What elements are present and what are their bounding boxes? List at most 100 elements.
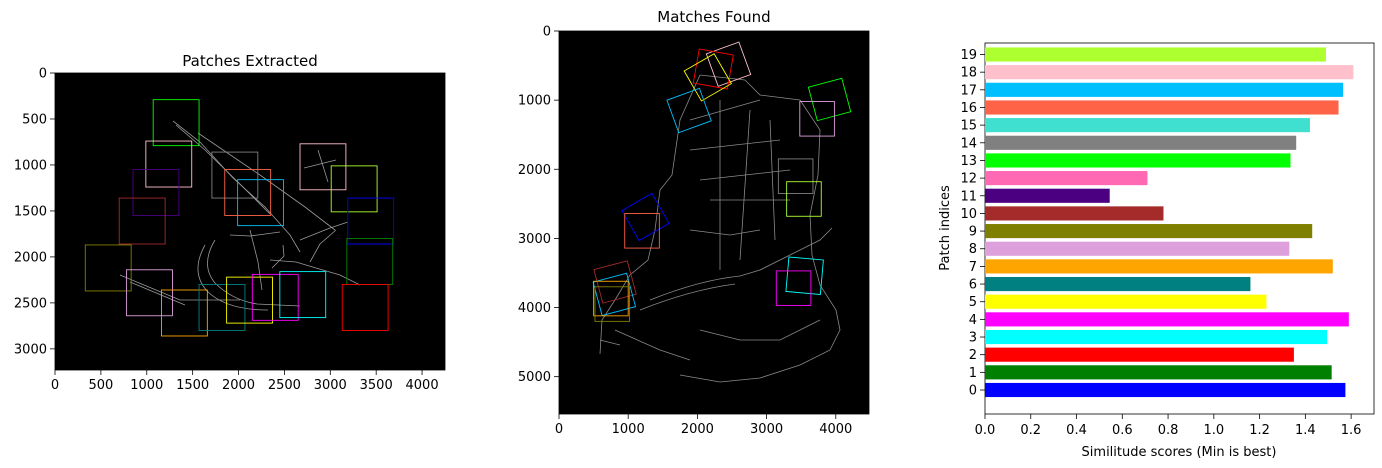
y-axis-label: Patch indices [938,185,953,271]
y-tick-label: 13 [960,154,977,169]
y-tick-label: 4000 [518,301,551,316]
patch-rect [152,99,200,147]
x-tick-label: 0.6 [1112,423,1133,438]
y-tick-label: 0 [969,384,977,399]
score-bar [985,65,1354,80]
score-bar [985,382,1346,398]
x-tick-label: 3000 [314,378,347,393]
y-tick-label: 2 [969,348,977,363]
patch-rect [251,273,299,321]
patch-rect [666,87,712,134]
score-bar [985,224,1313,239]
x-tick-label: 1000 [612,422,645,437]
y-tick-label: 14 [960,136,977,151]
score-bar [985,82,1344,97]
patch-rect [198,284,246,331]
patch-rect [593,280,629,317]
panel-title: Patches Extracted [182,52,317,70]
patch-rect [145,140,193,188]
matches-found-panel: Matches Found 0 1000 2000 3000 4000 0 1000 2000… [518,8,870,438]
x-tick-label: 0 [51,378,59,393]
patch-rect [777,158,814,194]
score-bar [985,329,1328,345]
y-tick-label: 2000 [518,163,551,178]
patch-rect [211,151,259,199]
y-tick-label: 12 [960,172,977,187]
score-bar [985,153,1291,168]
patch-rect [786,181,822,217]
x-tick-label: 1500 [176,378,209,393]
patch-rect [799,101,835,137]
patch-boxes [84,99,395,337]
y-tick-label: 8 [969,242,977,257]
x-tick-label: 2000 [681,422,714,437]
match-boxes [592,41,852,322]
y-tick-label: 17 [960,83,977,98]
y-tick-label: 3000 [518,232,551,247]
score-bar [985,276,1251,292]
score-bar [985,135,1297,150]
x-tick-label: 1000 [130,378,163,393]
y-tick-label: 1000 [518,94,551,109]
y-tick-label: 16 [960,101,977,116]
patch-rect [84,244,132,292]
axes-frame [54,72,446,371]
x-tick-label: 4000 [406,378,439,393]
y-tick-label: 4 [969,313,977,328]
patch-rect [126,269,173,317]
x-tick-label: 2000 [222,378,255,393]
x-tick-label: 4000 [819,422,852,437]
patch-rect [592,272,637,317]
image-area [559,31,869,414]
y-tick-label: 9 [969,225,977,240]
score-bar [985,365,1332,380]
patch-rect [347,197,395,245]
score-bar [985,118,1310,133]
y-tick-label: 2500 [14,296,47,311]
x-tick-label: 0.0 [975,423,996,438]
patch-rect [160,289,208,337]
patch-rect [279,271,327,319]
x-tick-label: 1.0 [1203,423,1224,438]
y-tick-label: 500 [22,112,47,127]
patch-rect [299,143,347,191]
axes-frame [558,30,870,415]
patch-rect [775,270,812,306]
x-tick-label: 0 [555,422,563,437]
x-tick-label: 1.2 [1249,423,1270,438]
y-tick-label: 2000 [14,250,47,265]
x-tick-label: 1.6 [1341,423,1362,438]
y-tick-label: 19 [960,48,977,63]
y-tick-label: 5000 [518,370,551,385]
image-area [55,73,445,370]
axes: 0 1000 2000 3000 4000 0 1000 2000 3000 4000 5000 [518,25,852,438]
patch-rect [705,41,752,87]
patch-rect [594,286,631,322]
y-tick-label: 1 [969,366,977,381]
y-tick-label: 7 [969,260,977,275]
patch-rect [621,192,670,242]
y-tick-label: 3000 [14,342,47,357]
patch-rect [624,213,660,249]
patch-rect [683,53,733,102]
x-tick-label: 0.8 [1158,423,1179,438]
score-bar [985,100,1339,115]
axes: 0 500 1000 1500 2000 2500 3000 3500 4000 0 500 1000… [14,67,439,394]
score-bar [985,347,1294,362]
y-tick-label: 5 [969,295,977,310]
patch-rect [330,165,378,213]
panel-title: Matches Found [657,8,770,26]
y-tick-label: 18 [960,66,977,81]
patch-rect [118,197,166,245]
y-tick-label: 3 [969,331,977,346]
patch-rect [692,48,734,90]
score-bar [985,312,1349,327]
patch-rect [226,276,273,324]
patch-rect [132,169,180,216]
patches-extracted-panel: Patches Extracted 0 500 1000 1500 2000 2500 30… [14,52,446,394]
y-tick-label: 1000 [14,158,47,173]
y-tick-label: 0 [543,25,551,40]
y-tick-label: 6 [969,278,977,293]
